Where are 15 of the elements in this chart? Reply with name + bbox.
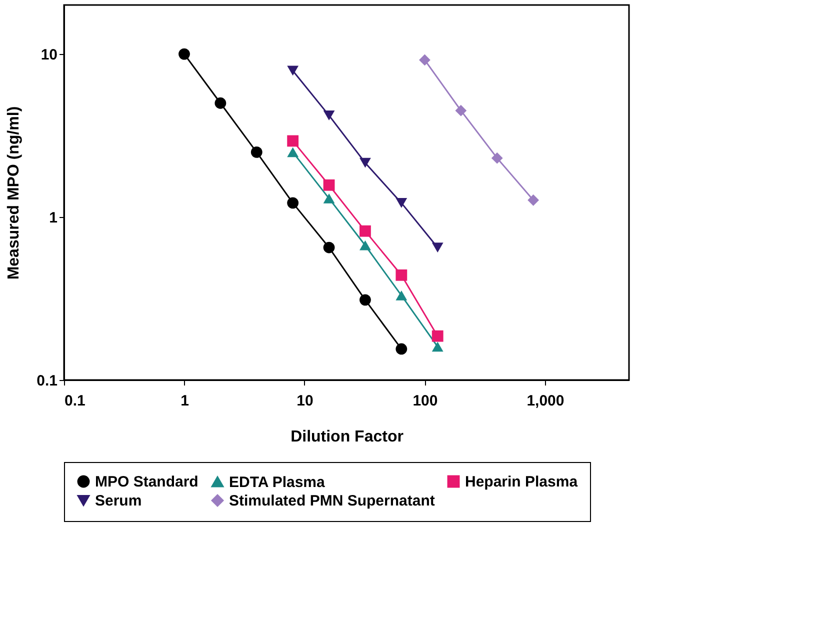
y-tick-label: 1 bbox=[49, 210, 58, 227]
y-tick-label: 10 bbox=[40, 46, 58, 64]
x-tick-label: 100 bbox=[412, 392, 438, 410]
legend-label: Stimulated PMN Supernatant bbox=[229, 492, 435, 510]
x-tick-label: 10 bbox=[296, 392, 314, 410]
x-tick-label: 1 bbox=[180, 392, 189, 410]
x-tick-label: 0.1 bbox=[64, 392, 86, 410]
legend-label: Heparin Plasma bbox=[465, 474, 578, 491]
x-axis-title: Dilution Factor bbox=[290, 428, 404, 446]
legend-label: EDTA Plasma bbox=[229, 474, 326, 491]
legend-label: MPO Standard bbox=[95, 474, 198, 491]
y-tick-label: 0.1 bbox=[36, 372, 58, 390]
legend-label: Serum bbox=[95, 492, 142, 510]
y-axis-title: Measured MPO (ng/ml) bbox=[6, 106, 23, 280]
x-tick-label: 1,000 bbox=[526, 392, 564, 410]
